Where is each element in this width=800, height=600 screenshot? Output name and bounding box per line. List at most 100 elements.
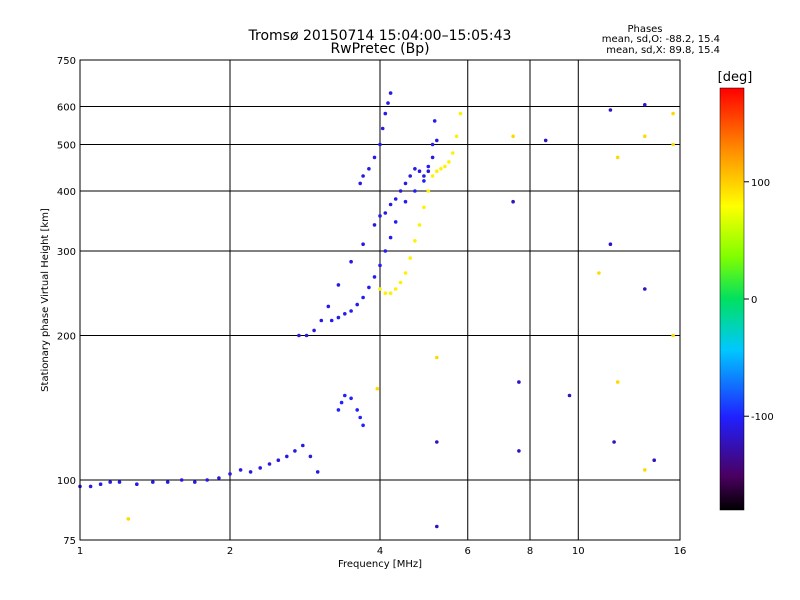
- data-point: [422, 179, 426, 183]
- data-point: [361, 242, 365, 246]
- y-tick-label: 600: [57, 103, 76, 114]
- data-point: [367, 167, 371, 171]
- data-point: [417, 223, 422, 227]
- data-point: [126, 517, 131, 521]
- y-tick-label: 400: [57, 187, 76, 198]
- colorbar-gradient: [719, 87, 745, 511]
- y-tick-label: 500: [57, 141, 76, 152]
- data-point: [432, 119, 437, 123]
- data-point: [439, 167, 443, 171]
- data-point: [652, 458, 656, 463]
- data-point: [304, 333, 309, 338]
- data-point: [511, 134, 515, 139]
- data-point: [135, 482, 139, 487]
- colorbar-tick-label: 100: [751, 178, 770, 189]
- x-tick-label: 8: [527, 546, 533, 557]
- data-point: [336, 315, 341, 320]
- data-point: [517, 449, 521, 453]
- data-point: [378, 214, 382, 218]
- data-point: [336, 408, 341, 412]
- data-point: [447, 160, 451, 164]
- data-point: [326, 304, 331, 309]
- data-point: [383, 211, 388, 215]
- data-point: [517, 380, 521, 384]
- y-tick-label: 300: [57, 247, 76, 258]
- x-tick-label: 1: [77, 546, 83, 557]
- data-point: [361, 174, 365, 178]
- data-point: [343, 312, 347, 316]
- data-point: [179, 478, 184, 482]
- data-point: [349, 309, 353, 313]
- data-point: [349, 259, 353, 264]
- data-point: [435, 138, 439, 143]
- x-axis-ticks: 1 2 4 6 8 10 16: [77, 546, 687, 557]
- chart-title: Tromsø 20150714 15:04:00–15:05:43: [248, 28, 512, 44]
- data-point: [165, 480, 170, 484]
- data-point: [355, 302, 360, 307]
- data-point: [413, 167, 417, 171]
- colorbar-label: [deg]: [718, 70, 753, 85]
- data-point: [435, 524, 439, 529]
- legend-line-o: mean, sd,O: -88.2, 15.4: [602, 34, 720, 45]
- data-point: [671, 142, 675, 147]
- y-axis-ticks: 75 100 200 300 400 500 600 750: [57, 56, 76, 547]
- data-point: [361, 295, 365, 300]
- data-point: [380, 126, 385, 131]
- data-point: [451, 151, 455, 155]
- data-point: [403, 199, 408, 204]
- data-point: [615, 380, 620, 384]
- data-point: [643, 134, 647, 139]
- data-point: [315, 470, 320, 474]
- grid: [79, 59, 681, 541]
- data-point: [367, 285, 371, 290]
- data-point: [98, 482, 103, 487]
- data-point: [608, 242, 613, 246]
- data-point: [643, 468, 647, 472]
- data-point: [426, 189, 431, 193]
- data-point: [358, 181, 363, 186]
- data-point: [383, 249, 388, 253]
- colorbar-tick-label: -100: [751, 412, 774, 423]
- data-point: [388, 235, 393, 240]
- data-point: [413, 189, 417, 193]
- data-point: [643, 287, 647, 291]
- data-point: [205, 478, 209, 482]
- data-point: [297, 333, 301, 338]
- data-point: [319, 318, 324, 323]
- data-point: [312, 328, 316, 333]
- data-point: [383, 291, 388, 296]
- data-point: [403, 181, 408, 186]
- data-point: [372, 155, 377, 160]
- data-point: [217, 476, 221, 480]
- colorbar: [deg] 100 0 -100: [718, 70, 774, 511]
- data-point: [408, 256, 413, 260]
- legend-line-x: mean, sd,X: 89.8, 15.4: [606, 45, 720, 56]
- y-tick-label: 200: [57, 332, 76, 343]
- x-axis-label: Frequency [MHz]: [338, 559, 422, 570]
- data-point: [378, 263, 382, 268]
- data-point: [117, 480, 122, 484]
- legend-title: Phases: [627, 24, 662, 35]
- data-point: [597, 271, 601, 275]
- y-tick-label: 750: [57, 56, 76, 67]
- data-point: [301, 443, 305, 448]
- data-point: [372, 223, 377, 227]
- data-point: [413, 239, 417, 243]
- plot-frame: [79, 59, 681, 541]
- data-point: [458, 111, 463, 116]
- data-point: [511, 199, 515, 204]
- data-point: [336, 283, 341, 287]
- x-tick-label: 4: [377, 546, 383, 557]
- data-point: [329, 318, 334, 323]
- data-point: [276, 458, 281, 463]
- data-point: [422, 174, 426, 178]
- data-point: [193, 480, 197, 484]
- data-point: [293, 449, 297, 453]
- data-point: [372, 275, 377, 279]
- data-point: [349, 396, 353, 401]
- data-point: [258, 466, 263, 470]
- data-point: [393, 287, 398, 291]
- data-point: [435, 440, 439, 444]
- x-tick-label: 6: [465, 546, 471, 557]
- data-point: [430, 142, 435, 147]
